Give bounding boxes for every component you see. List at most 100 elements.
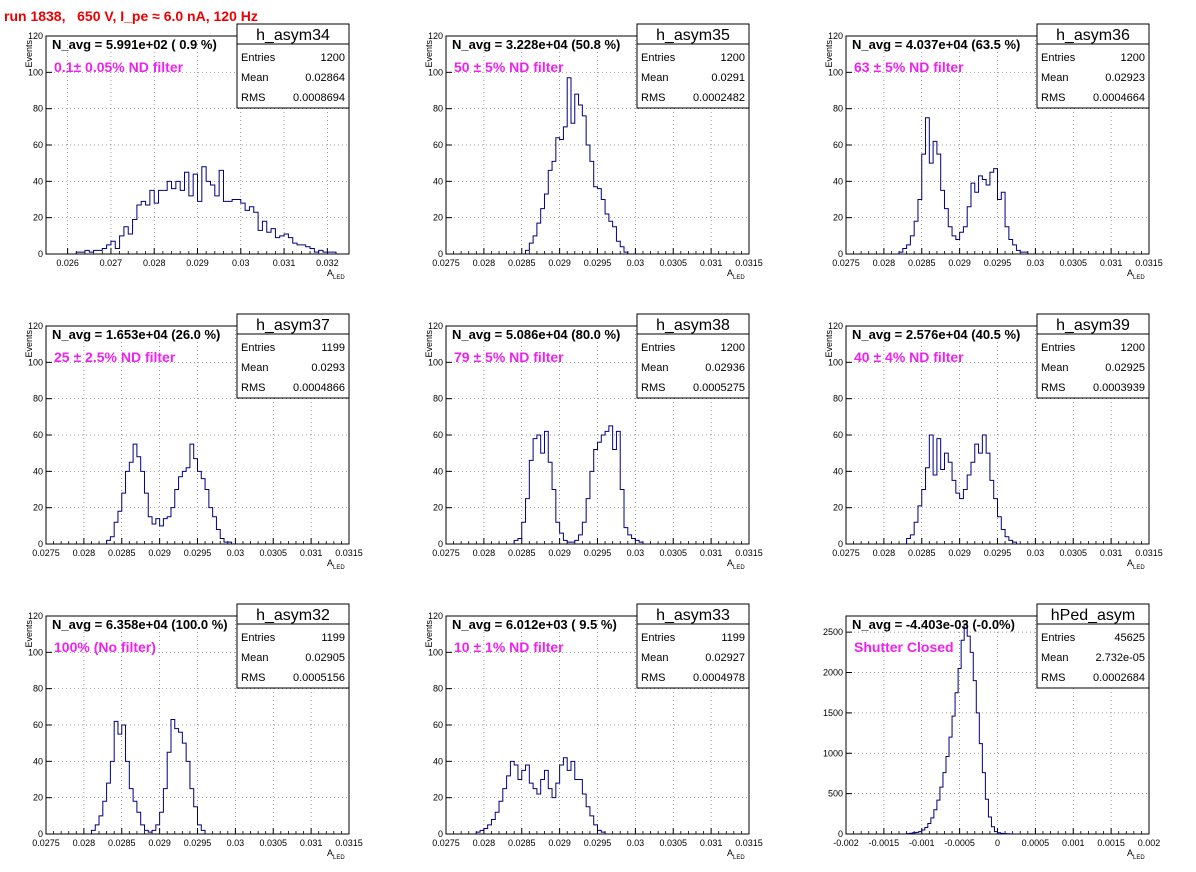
stats-box (1036, 603, 1150, 689)
x-tick-label: 0.029 (548, 548, 571, 558)
y-axis-label: Events (424, 330, 434, 358)
x-tick-label: 0.0285 (108, 838, 136, 848)
x-tick-label: 0.0305 (259, 548, 287, 558)
y-tick-label: 20 (33, 503, 43, 513)
filter-annotation: 100% (No filter) (54, 639, 156, 655)
y-tick-label: 60 (433, 720, 443, 730)
x-tick-label: 0.029 (186, 258, 209, 268)
x-axis-label-subscript: LED (733, 565, 745, 571)
y-tick-label: 0 (838, 829, 843, 839)
histogram-panel-h_asym36: 0.0275 0.028 0.0285 0.029 0.0295 0.03 0.0305 0.… (824, 23, 1163, 281)
x-axis-label: A (1127, 268, 1133, 278)
x-tick-label: 0.0315 (335, 548, 363, 558)
y-tick-label: 100 (828, 67, 843, 77)
x-tick-label: 0.0315 (735, 838, 763, 848)
navg-label: N_avg = 6.358e+04 (100.0 %) (52, 617, 228, 632)
navg-label: N_avg = -4.403e-03 (-0.0%) (852, 617, 1015, 632)
stats-title: hPed_asym (1051, 607, 1136, 624)
x-tick-label: 0.0295 (584, 258, 612, 268)
y-tick-label: 0 (38, 249, 43, 259)
x-tick-label: 0.0285 (508, 548, 536, 558)
x-tick-label: 0.028 (73, 838, 96, 848)
stats-value: 1200 (1121, 52, 1145, 64)
stats-key: Mean (241, 72, 269, 84)
x-axis-label: A (727, 558, 733, 568)
histogram-line (475, 757, 606, 834)
y-tick-label: 20 (433, 793, 443, 803)
x-axis-label: A (327, 268, 333, 278)
filter-annotation: 0.1± 0.05% ND filter (54, 59, 184, 75)
stats-value: 1200 (321, 52, 345, 64)
stats-key: Entries (241, 52, 276, 64)
x-tick-label: 0.0295 (984, 258, 1012, 268)
y-tick-label: 120 (28, 611, 43, 621)
stats-key: RMS (1041, 92, 1065, 104)
y-axis-label: Events (424, 620, 434, 648)
x-tick-label: 0.0285 (108, 548, 136, 558)
stats-box (1036, 313, 1150, 399)
x-axis-label: A (727, 268, 733, 278)
x-tick-label: 0 (995, 838, 1000, 848)
x-axis-label-subscript: LED (733, 275, 745, 281)
histogram-line (90, 719, 206, 834)
y-tick-label: 100 (428, 647, 443, 657)
y-tick-label: 20 (433, 503, 443, 513)
y-tick-label: 120 (28, 31, 43, 41)
x-axis-label-subscript: LED (1133, 855, 1145, 861)
stats-key: Entries (1041, 342, 1076, 354)
x-axis-label: A (327, 558, 333, 568)
y-tick-label: 40 (33, 756, 43, 766)
y-tick-label: 0 (838, 249, 843, 259)
x-tick-label: 0.03 (232, 258, 250, 268)
stats-box (636, 603, 750, 689)
y-tick-label: 1000 (823, 748, 843, 758)
stats-key: Entries (241, 632, 276, 644)
x-tick-label: 0.032 (316, 258, 339, 268)
stats-title: h_asym39 (1056, 317, 1130, 334)
filter-annotation: 40 ± 4% ND filter (854, 349, 964, 365)
x-tick-label: 0.029 (948, 548, 971, 558)
y-tick-label: 100 (28, 357, 43, 367)
x-tick-label: 0.028 (143, 258, 166, 268)
x-tick-label: 0.0305 (659, 548, 687, 558)
x-tick-label: 0.002 (1138, 838, 1161, 848)
stats-value: 0.02936 (705, 362, 745, 374)
x-tick-label: 0.031 (700, 548, 723, 558)
stats-key: RMS (641, 672, 665, 684)
stats-value: 0.0008694 (293, 92, 345, 104)
y-tick-label: 80 (33, 104, 43, 114)
y-axis-label: Events (24, 40, 34, 68)
stats-key: Mean (1041, 652, 1069, 664)
x-tick-label: 0.0315 (335, 838, 363, 848)
histogram-panel-h_asym34: 0.026 0.027 0.028 0.029 0.03 0.031 0.032 0 20 40 6… (24, 23, 350, 281)
stats-key: Entries (641, 632, 676, 644)
stats-key: RMS (641, 382, 665, 394)
navg-label: N_avg = 5.086e+04 (80.0 %) (452, 327, 620, 342)
stats-value: 1199 (321, 632, 345, 644)
x-tick-label: 0.0305 (659, 838, 687, 848)
stats-title: h_asym33 (656, 607, 730, 624)
filter-annotation: 63 ± 5% ND filter (854, 59, 964, 75)
stats-box (236, 313, 350, 399)
y-tick-label: 100 (828, 357, 843, 367)
y-tick-label: 60 (833, 430, 843, 440)
y-tick-label: 60 (433, 140, 443, 150)
stats-key: Entries (1041, 632, 1076, 644)
y-tick-label: 60 (433, 430, 443, 440)
y-tick-label: 100 (428, 67, 443, 77)
x-tick-label: 0.029 (148, 548, 171, 558)
y-tick-label: 80 (433, 684, 443, 694)
x-tick-label: 0.03 (627, 548, 645, 558)
x-tick-label: 0.03 (627, 838, 645, 848)
x-tick-label: 0.0295 (584, 838, 612, 848)
x-tick-label: 0.027 (100, 258, 123, 268)
histogram-panel-h_asym39: 0.0275 0.028 0.0285 0.029 0.0295 0.03 0.0305 0.… (824, 313, 1163, 571)
y-tick-label: 2500 (823, 627, 843, 637)
x-tick-label: 0.029 (548, 838, 571, 848)
x-tick-label: 0.0305 (259, 838, 287, 848)
y-axis-label: Events (24, 330, 34, 358)
y-tick-label: 120 (428, 611, 443, 621)
histogram-line (906, 434, 1017, 544)
stats-value: 0.0004978 (693, 672, 745, 684)
